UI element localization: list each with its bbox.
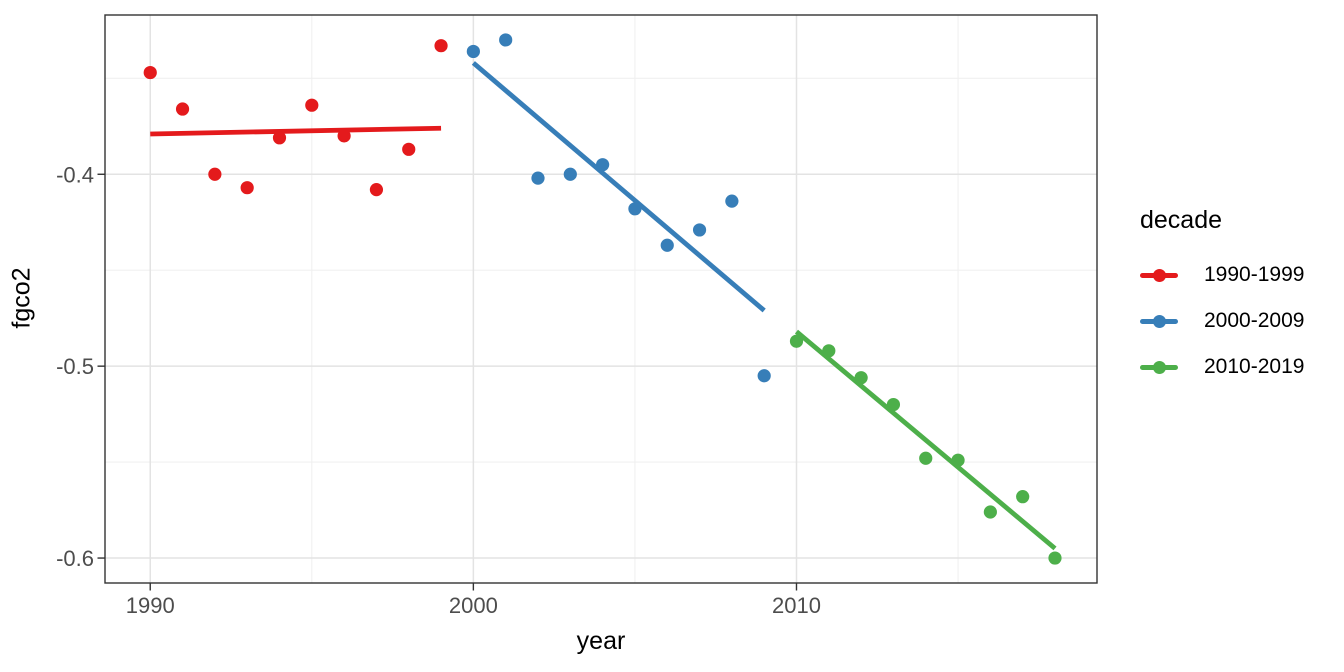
data-point-2010-2019 xyxy=(983,505,997,519)
data-point-2010-2019 xyxy=(1048,551,1062,565)
data-point-1990-1999 xyxy=(143,65,157,80)
data-point-1990-1999 xyxy=(402,142,416,156)
data-point-2000-2009 xyxy=(660,238,674,252)
y-axis-title: fgco2 xyxy=(7,267,36,329)
trend-line-1990-1999 xyxy=(150,125,442,137)
y-tick-label: -0.5 xyxy=(56,354,94,379)
legend-item-label: 1990-1999 xyxy=(1204,263,1305,286)
data-point-2010-2019 xyxy=(789,334,804,348)
data-point-2000-2009 xyxy=(531,171,545,185)
x-tick-label: 2010 xyxy=(772,593,821,618)
data-point-2000-2009 xyxy=(466,44,480,59)
y-tick-label: -0.6 xyxy=(56,546,94,571)
data-point-1990-1999 xyxy=(434,39,448,53)
data-point-1990-1999 xyxy=(305,98,319,112)
data-point-2010-2019 xyxy=(919,451,933,465)
x-tick-label: 1990 xyxy=(126,593,175,618)
legend-item-2010-2019: 2010-2019 xyxy=(1140,355,1304,379)
data-point-1990-1999 xyxy=(175,102,190,116)
legend-item-2000-2009: 2000-2009 xyxy=(1140,309,1304,333)
legend-key-line-dot-icon xyxy=(1140,355,1178,379)
x-tick-label: 2000 xyxy=(449,593,498,618)
trend-line-2010-2019 xyxy=(794,329,1057,551)
data-point-2000-2009 xyxy=(499,33,513,47)
panel-border xyxy=(104,14,1098,584)
y-tick-label: -0.4 xyxy=(56,162,94,187)
data-point-2000-2009 xyxy=(692,223,707,237)
legend-key-line-dot-icon xyxy=(1140,309,1178,333)
data-point-2000-2009 xyxy=(757,369,771,383)
data-point-1990-1999 xyxy=(208,167,222,181)
data-point-1990-1999 xyxy=(369,183,384,197)
trend-line-2000-2009 xyxy=(471,61,766,313)
legend-item-1990-1999: 1990-1999 xyxy=(1140,263,1304,287)
data-point-2010-2019 xyxy=(1016,490,1030,504)
legend-item-label: 2010-2019 xyxy=(1204,355,1305,378)
legend-key-dot xyxy=(1152,268,1166,282)
legend-key-dot xyxy=(1152,360,1166,374)
legend-item-label: 2000-2009 xyxy=(1204,309,1305,332)
data-point-2000-2009 xyxy=(563,167,577,181)
legend-key-dot xyxy=(1152,314,1166,328)
data-point-1990-1999 xyxy=(272,131,287,145)
x-axis-title: year xyxy=(576,627,626,655)
data-point-1990-1999 xyxy=(240,181,254,195)
data-point-2000-2009 xyxy=(725,194,739,208)
panel-background xyxy=(105,15,1097,583)
legend-key-line-dot-icon xyxy=(1140,263,1178,287)
legend-title: decade xyxy=(1140,206,1223,234)
legend: decade 1990-1999 2000-2009 2010-2019 xyxy=(1140,206,1304,401)
